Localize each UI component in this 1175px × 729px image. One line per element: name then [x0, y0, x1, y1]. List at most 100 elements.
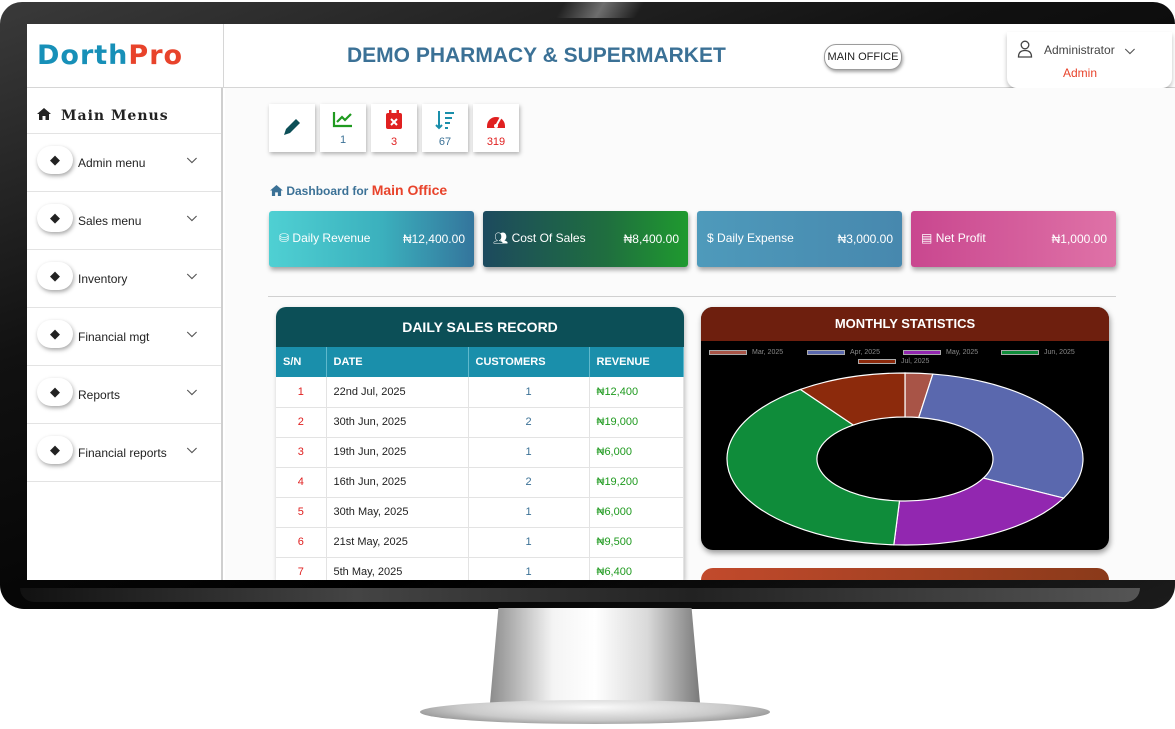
- table-row[interactable]: 6 21st May, 2025 1 ₦9,500: [276, 527, 684, 558]
- diamond-icon: ◆: [37, 262, 73, 290]
- table-row[interactable]: 1 22nd Jul, 2025 1 ₦12,400: [276, 377, 684, 408]
- pencil-icon: [284, 119, 300, 135]
- cell-sn: 6: [276, 527, 327, 558]
- cell-revenue: ₦9,500: [589, 527, 684, 558]
- cell-customers: 2: [468, 467, 590, 498]
- legend-item[interactable]: Jul, 2025: [858, 358, 929, 365]
- table-row[interactable]: 4 16th Jun, 2025 2 ₦19,200: [276, 467, 684, 498]
- quick-tile-edit[interactable]: [269, 104, 315, 152]
- quick-tile-value: 3: [390, 136, 398, 148]
- chevron-down-icon[interactable]: ⌵: [187, 441, 197, 456]
- legend-label: May, 2025: [946, 349, 979, 356]
- coins-icon: ⛁: [279, 231, 290, 245]
- stat-card-value: ₦12,400.00: [402, 232, 465, 246]
- stat-card-cost-of-sales[interactable]: 👥︎ Cost Of Sales ₦8,400.00: [483, 211, 688, 267]
- legend-item[interactable]: May, 2025: [903, 349, 978, 356]
- legend-item[interactable]: Mar, 2025: [709, 349, 783, 356]
- donut-slice-jul-2025[interactable]: [799, 372, 906, 426]
- diamond-icon: ◆: [37, 436, 73, 464]
- dashboard-heading-prefix: Dashboard for: [286, 184, 369, 198]
- quick-tile-stock[interactable]: 67: [422, 104, 468, 152]
- stat-card-daily-expense[interactable]: $ Daily Expense ₦3,000.00: [697, 211, 902, 267]
- cell-sn: 2: [276, 407, 327, 438]
- diamond-icon: ◆: [37, 204, 73, 232]
- sidebar-item-reports[interactable]: ◆ Reports ⌵: [27, 366, 221, 424]
- column-header[interactable]: CUSTOMERS: [468, 347, 590, 377]
- monitor-screen: DorthPro DEMO PHARMACY & SUPERMARKET MAI…: [27, 24, 1175, 580]
- hand-dollar-icon: $: [707, 231, 714, 245]
- table-row[interactable]: 3 19th Jun, 2025 1 ₦6,000: [276, 437, 684, 468]
- sidebar-item-label: Reports: [78, 388, 121, 402]
- stat-card-daily-revenue[interactable]: ⛁ Daily Revenue ₦12,400.00: [269, 211, 474, 267]
- stat-card-label: ▤ Net Profit: [921, 231, 986, 245]
- monthly-donut-chart: [726, 372, 1084, 546]
- sidebar-item-inventory[interactable]: ◆ Inventory ⌵: [27, 250, 221, 308]
- donut-slice-jun-2025[interactable]: [726, 388, 901, 546]
- user-menu[interactable]: Administrator ⌵ Admin: [1007, 32, 1172, 88]
- legend-label: Apr, 2025: [850, 349, 880, 356]
- chevron-down-icon[interactable]: ⌵: [187, 383, 197, 398]
- monthly-statistics-card: MONTHLY STATISTICS Mar, 2025 Apr, 2025 M…: [701, 307, 1109, 550]
- legend-swatch: [807, 349, 845, 355]
- page-title: DEMO PHARMACY & SUPERMARKET: [347, 44, 726, 67]
- column-header[interactable]: DATE: [326, 347, 469, 377]
- cell-date: 21st May, 2025: [326, 527, 469, 558]
- sidebar-item-label: Financial reports: [78, 446, 167, 460]
- cell-revenue: ₦6,000: [589, 437, 684, 468]
- cell-revenue: ₦19,200: [589, 467, 684, 498]
- quick-tile-sales[interactable]: 1: [320, 104, 366, 152]
- quick-tile-expired[interactable]: 3: [371, 104, 417, 152]
- table-row[interactable]: 2 30th Jun, 2025 2 ₦19,000: [276, 407, 684, 438]
- column-header[interactable]: REVENUE: [589, 347, 684, 377]
- quick-tile-value: 67: [438, 136, 452, 148]
- table-row[interactable]: 5 30th May, 2025 1 ₦6,000: [276, 497, 684, 528]
- cell-revenue: ₦19,000: [589, 407, 684, 438]
- stat-card-label: ⛁ Daily Revenue: [279, 231, 371, 245]
- cell-date: 5th May, 2025: [326, 557, 469, 580]
- chevron-down-icon[interactable]: ⌵: [1125, 42, 1135, 57]
- donut-slice-apr-2025[interactable]: [917, 373, 1084, 499]
- main-office-button[interactable]: MAIN OFFICE: [824, 44, 902, 70]
- monitor-stand-base: [420, 700, 770, 724]
- dashboard-heading: Dashboard for Main Office: [270, 182, 447, 198]
- diamond-icon: ◆: [37, 378, 73, 406]
- legend-item[interactable]: Jun, 2025: [1001, 349, 1075, 356]
- brand-logo[interactable]: DorthPro: [37, 40, 183, 71]
- sidebar-item-sales-menu[interactable]: ◆ Sales menu ⌵: [27, 192, 221, 250]
- cell-date: 30th Jun, 2025: [326, 407, 469, 438]
- sidebar-item-label: Sales menu: [78, 214, 142, 228]
- sidebar-item-admin-menu[interactable]: ◆ Admin menu ⌵: [27, 134, 221, 192]
- sidebar-item-financial-mgt[interactable]: ◆ Financial mgt ⌵: [27, 308, 221, 366]
- cell-customers: 1: [468, 497, 590, 528]
- daily-sales-card: DAILY SALES RECORD S/N DATE CUSTOMERS RE…: [276, 307, 684, 580]
- chevron-down-icon[interactable]: ⌵: [187, 267, 197, 282]
- table-row[interactable]: 7 5th May, 2025 1 ₦6,400: [276, 557, 684, 580]
- cell-date: 30th May, 2025: [326, 497, 469, 528]
- cell-sn: 4: [276, 467, 327, 498]
- legend-item[interactable]: Apr, 2025: [807, 349, 880, 356]
- sidebar-heading-text: Main Menus: [61, 108, 169, 124]
- cell-sn: 3: [276, 437, 327, 468]
- table-header-row: S/N DATE CUSTOMERS REVENUE: [276, 347, 684, 377]
- monitor-stand-neck: [490, 608, 700, 703]
- secondary-card-header: [701, 568, 1109, 580]
- quick-tile-alerts[interactable]: 319: [473, 104, 519, 152]
- chevron-down-icon[interactable]: ⌵: [187, 151, 197, 166]
- sidebar-item-financial-reports[interactable]: ◆ Financial reports ⌵: [27, 424, 221, 482]
- bezel-reflection: [555, 2, 645, 18]
- calendar-x-icon: [386, 110, 402, 129]
- chevron-down-icon[interactable]: ⌵: [187, 209, 197, 224]
- cell-revenue: ₦6,000: [589, 497, 684, 528]
- app-header: DorthPro DEMO PHARMACY & SUPERMARKET MAI…: [27, 24, 1175, 88]
- donut-slice-may-2025[interactable]: [893, 477, 1065, 546]
- legend-swatch: [903, 349, 941, 355]
- stat-card-net-profit[interactable]: ▤ Net Profit ₦1,000.00: [911, 211, 1116, 267]
- diamond-icon: ◆: [37, 146, 73, 174]
- section-divider: [268, 296, 1116, 297]
- header-divider: [223, 24, 224, 88]
- legend-label: Mar, 2025: [752, 349, 784, 356]
- column-header[interactable]: S/N: [276, 347, 327, 377]
- bezel-chin: [20, 588, 1140, 602]
- cell-revenue: ₦6,400: [589, 557, 684, 580]
- chevron-down-icon[interactable]: ⌵: [187, 325, 197, 340]
